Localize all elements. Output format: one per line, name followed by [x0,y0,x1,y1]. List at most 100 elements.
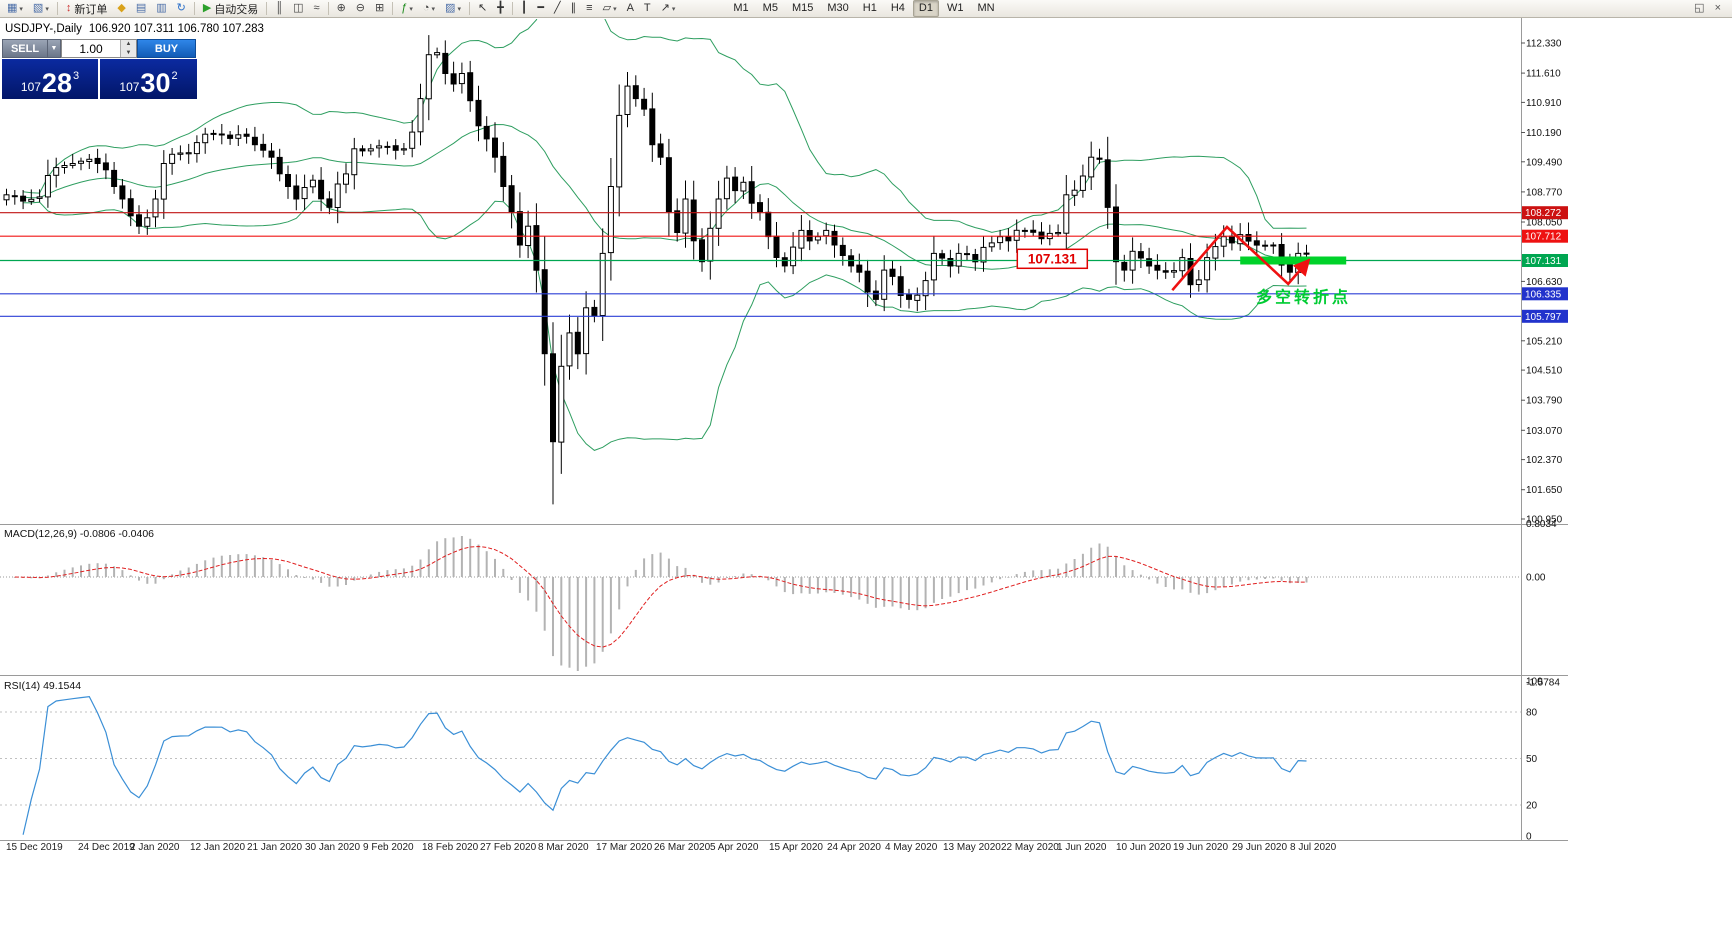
equidistant-channel-button[interactable]: ∥ [567,0,581,17]
ask-big-figure: 107 [119,80,140,94]
templates-icon: ▨ [445,2,456,14]
volume-stepper: ▲ ▼ [120,40,136,57]
svg-text:108.050: 108.050 [1526,218,1563,229]
price-callout-box[interactable] [1016,248,1089,270]
templates-button[interactable]: ▨ ▾ [441,0,465,17]
fibonacci-icon: ≡ [586,2,593,14]
volume-input[interactable] [62,40,120,57]
bid-pips: 28 [41,68,72,99]
price-tag [1522,206,1568,220]
volume-up-button[interactable]: ▲ [121,40,136,49]
text-button[interactable]: A [623,0,638,17]
timeframe-m1-button[interactable]: M1 [733,2,749,14]
svg-text:0.00: 0.00 [1526,573,1546,584]
tile-windows-button[interactable]: ⊞ [371,0,388,17]
macd-label: MACD(12,26,9) -0.0806 -0.0406 [4,528,154,540]
chart-candles-button[interactable]: ◫ [289,0,307,17]
fibonacci-button[interactable]: ≡ [582,0,596,17]
new-chart-dropdown-icon[interactable]: ▾ [19,5,23,13]
timeframe-mn-button[interactable]: MN [977,2,995,14]
bid-point: 3 [72,70,80,82]
price-tag [1522,229,1568,243]
bollinger-middle-band [23,123,1307,270]
chart-close-icon: × [1714,2,1721,14]
text-label-button[interactable]: T [640,0,655,17]
rsi-pane[interactable]: RSI(14) 49.1544 100 80 50 20 0 [0,677,1543,843]
new-chart-icon: ▦ [7,2,18,14]
horizontal-line-button[interactable]: ━ [533,0,548,17]
shapes-dropdown-icon[interactable]: ▾ [613,5,617,13]
ask-point: 2 [171,70,178,82]
toolbar-separator [392,2,394,15]
zoom-out-icon: ⊖ [355,2,365,14]
ask-pips: 30 [140,68,171,99]
periods-dropdown-icon[interactable]: ▾ [431,5,436,13]
svg-text:103.790: 103.790 [1526,396,1563,407]
horizontal-line-icon: ━ [537,2,545,14]
new-chart-button[interactable]: ▦ ▾ [3,0,27,17]
chart-line-button[interactable]: ≈ [310,0,324,17]
svg-text:21 Jan 2020: 21 Jan 2020 [247,842,302,853]
svg-text:108.770: 108.770 [1526,187,1563,198]
svg-text:5 Apr 2020: 5 Apr 2020 [710,842,759,853]
chart-profiles-button[interactable]: ▧ ▾ [29,0,53,17]
auto-trading-button[interactable]: ▶ 自动交易 [199,0,262,17]
timeframe-m30-button[interactable]: M30 [827,2,849,14]
macd-pane[interactable]: MACD(12,26,9) -0.0806 -0.0406 0.8034 0.00 -… [0,519,1560,688]
indicators-dropdown-icon[interactable]: ▾ [409,5,413,13]
templates-dropdown-icon[interactable]: ▾ [457,5,461,13]
timeframe-h1-button[interactable]: H1 [862,2,877,14]
trendline-icon: ╱ [554,2,561,14]
timeframe-m5-button[interactable]: M5 [762,2,778,14]
chart-window-usdjpy-daily[interactable]: 107.131 多空转折点 112.330 111.610 110.910 110.190… [0,18,1568,854]
arrows-tool-dropdown-icon[interactable]: ▾ [671,5,676,13]
sell-button[interactable]: SELL [2,39,48,58]
chart-bars-button[interactable]: ║ [271,0,287,17]
chart-title-overlay: USDJPY-,Daily 106.920 107.311 106.780 107… [5,23,264,35]
zoom-out-button[interactable]: ⊖ [352,0,369,17]
svg-text:8 Mar 2020: 8 Mar 2020 [538,842,589,853]
crosshair-button[interactable]: ╋ [493,0,508,17]
svg-text:80: 80 [1526,708,1538,719]
data-window-button[interactable]: ▤ [132,0,150,17]
timeframe-d1-button[interactable]: D1 [912,0,939,17]
cursor-button[interactable]: ↖ [474,0,491,17]
chart-close-button[interactable]: × [1711,0,1725,17]
chart-canvas[interactable]: 107.131 多空转折点 112.330 111.610 110.910 110.190… [0,18,1568,854]
vertical-line-button[interactable]: ┃ [517,0,532,17]
periods-button[interactable]: ◔ ▾ [419,0,439,17]
new-order-label: 新订单 [74,3,108,16]
new-order-button[interactable]: ↕ 新订单 [62,0,112,17]
volume-box: ▲ ▼ [61,39,137,58]
svg-text:19 Jun 2020: 19 Jun 2020 [1173,842,1228,853]
navigator-button[interactable]: ▥ [152,0,170,17]
order-type-dropdown[interactable]: ▼ [48,39,61,58]
trendline-button[interactable]: ╱ [550,0,565,17]
chart-restore-button[interactable]: ◱ [1690,0,1708,17]
svg-text:24 Dec 2019: 24 Dec 2019 [78,842,135,853]
refresh-button[interactable]: ↻ [173,0,190,17]
toolbar-separator [327,2,329,15]
zoom-in-button[interactable]: ⊕ [333,0,350,17]
timeframe-w1-button[interactable]: W1 [946,2,964,14]
arrows-tool-button[interactable]: ↗ ▾ [657,0,680,17]
crosshair-icon: ╋ [497,2,504,14]
market-watch-button[interactable]: ◆ [113,0,129,17]
timeframe-h4-button[interactable]: H4 [890,2,905,14]
indicators-icon: ƒ [401,2,408,14]
price-tag [1522,309,1568,323]
turning-point-text[interactable]: 多空转折点 [1256,287,1351,306]
svg-text:10 Jun 2020: 10 Jun 2020 [1116,842,1171,853]
volume-down-button[interactable]: ▼ [121,48,136,57]
timeframe-m15-button[interactable]: M15 [791,2,814,14]
price-scale[interactable]: 112.330 111.610 110.910 110.190 109.490 108.7… [1521,39,1568,526]
buy-button[interactable]: BUY [137,39,196,58]
shapes-button[interactable]: ▱ ▾ [599,0,621,17]
trend-arrow[interactable] [1171,225,1311,292]
svg-text:108.272: 108.272 [1525,208,1562,219]
support-highlight-bar[interactable] [1240,256,1347,265]
chart-profiles-dropdown-icon[interactable]: ▾ [45,5,49,13]
indicators-button[interactable]: ƒ ▾ [397,0,417,17]
